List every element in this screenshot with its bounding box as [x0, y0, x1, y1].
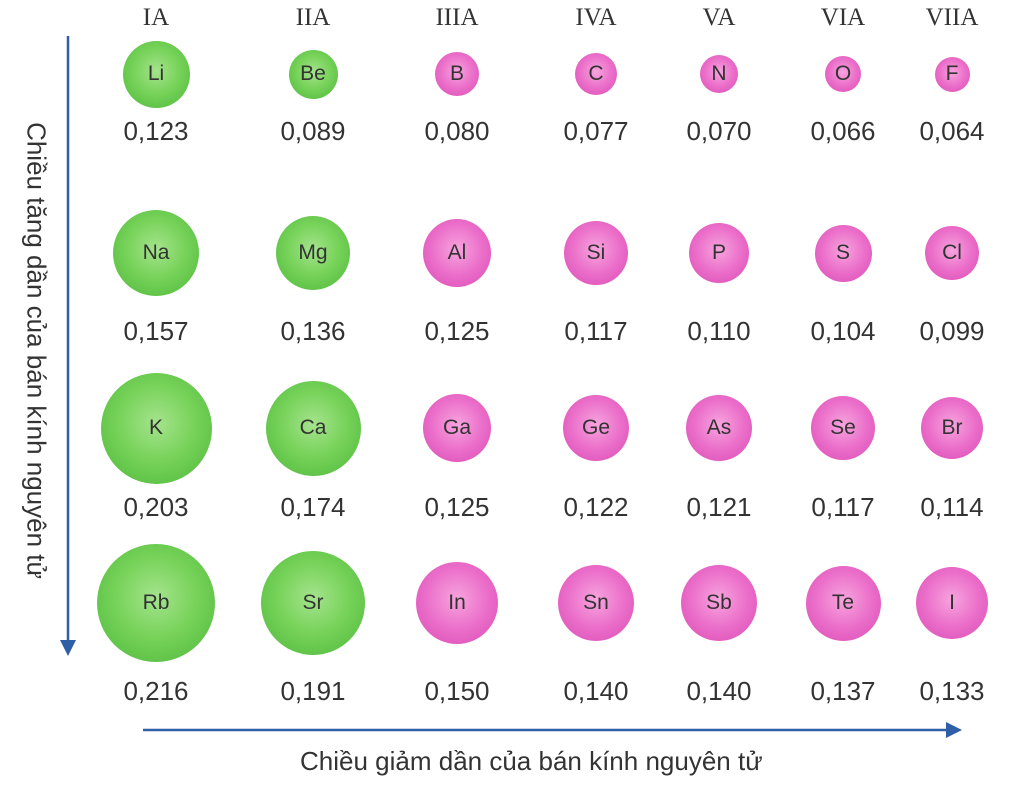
- radius-value-ca: 0,174: [280, 492, 346, 522]
- atom-c: C: [575, 53, 617, 95]
- atom-k: K: [100, 372, 212, 484]
- atom-cl: Cl: [925, 226, 979, 280]
- radius-value-rb: 0,216: [123, 676, 189, 706]
- atom-si: Si: [564, 221, 628, 285]
- atom-symbol: Sb: [706, 591, 732, 614]
- atom-symbol: Se: [830, 416, 856, 439]
- atom-symbol: Be: [300, 62, 326, 85]
- atom-symbol: C: [588, 62, 604, 85]
- radius-value-n: 0,070: [686, 116, 752, 146]
- group-header-iiia: IIIA: [435, 4, 479, 31]
- horizontal-axis-label: Chiều giảm dần của bán kính nguyên tử: [300, 746, 763, 776]
- atom-symbol: In: [448, 591, 466, 614]
- atom-symbol: B: [449, 62, 464, 85]
- radius-value-br: 0,114: [920, 492, 984, 522]
- group-header-va: VA: [702, 4, 736, 31]
- atom-n: N: [700, 55, 738, 93]
- atom-sb: Sb: [681, 565, 757, 641]
- radius-value-sb: 0,140: [686, 676, 752, 706]
- atom-symbol: Na: [142, 241, 170, 264]
- radius-value-al: 0,125: [424, 316, 490, 346]
- atom-symbol: Rb: [142, 591, 170, 614]
- atom-symbol: Ga: [442, 416, 471, 439]
- atom-symbol: F: [945, 62, 959, 85]
- atom-se: Se: [811, 396, 875, 460]
- atom-ga: Ga: [423, 394, 491, 462]
- atom-p: P: [689, 223, 749, 283]
- radius-value-i: 0,133: [919, 676, 985, 706]
- atom-symbol: N: [711, 62, 727, 85]
- radius-value-si: 0,117: [564, 316, 628, 346]
- atom-s: S: [814, 224, 872, 282]
- atom-symbol: S: [835, 241, 850, 264]
- atom-symbol: Li: [147, 62, 165, 85]
- atom-i: I: [916, 567, 988, 639]
- atom-symbol: I: [949, 591, 955, 614]
- atom-symbol: Si: [586, 241, 606, 264]
- radius-value-b: 0,080: [424, 116, 490, 146]
- atom-be: Be: [288, 49, 338, 99]
- radius-value-p: 0,110: [687, 316, 751, 346]
- radius-value-o: 0,066: [810, 116, 876, 146]
- atom-symbol: As: [706, 416, 732, 439]
- radius-value-ga: 0,125: [424, 492, 490, 522]
- atom-al: Al: [423, 219, 491, 287]
- atom-symbol: Te: [831, 591, 855, 614]
- atom-as: As: [686, 395, 752, 461]
- radius-value-te: 0,137: [810, 676, 876, 706]
- atom-b: B: [435, 52, 479, 96]
- vertical-arrowhead: [60, 640, 76, 656]
- radius-value-se: 0,117: [811, 492, 875, 522]
- atom-rb: Rb: [97, 544, 215, 662]
- atom-in: In: [416, 562, 498, 644]
- atom-symbol: Al: [447, 241, 467, 264]
- radius-value-c: 0,077: [563, 116, 629, 146]
- radius-value-na: 0,157: [123, 316, 189, 346]
- atom-br: Br: [921, 397, 983, 459]
- group-header-viia: VIIA: [925, 4, 979, 31]
- radius-value-sr: 0,191: [280, 676, 346, 706]
- radius-value-k: 0,203: [123, 492, 189, 522]
- radius-value-ge: 0,122: [563, 492, 629, 522]
- atom-te: Te: [805, 565, 881, 641]
- atom-o: O: [825, 56, 861, 92]
- atom-f: F: [934, 56, 970, 92]
- radius-value-f: 0,064: [919, 116, 985, 146]
- atom-symbol: P: [711, 241, 726, 264]
- atom-sn: Sn: [558, 565, 634, 641]
- atom-symbol: Br: [941, 416, 963, 439]
- horizontal-arrowhead: [946, 722, 962, 738]
- atom-symbol: Mg: [298, 241, 328, 264]
- radius-value-as: 0,121: [686, 492, 752, 522]
- atom-symbol: K: [148, 416, 163, 439]
- radius-value-s: 0,104: [810, 316, 876, 346]
- atom-mg: Mg: [276, 216, 350, 290]
- atom-symbol: O: [834, 62, 852, 85]
- radius-value-cl: 0,099: [919, 316, 985, 346]
- radius-value-in: 0,150: [424, 676, 490, 706]
- group-header-iva: IVA: [575, 4, 617, 31]
- group-header-iia: IIA: [295, 4, 331, 31]
- atom-sr: Sr: [261, 551, 365, 655]
- atom-symbol: Sr: [302, 591, 324, 614]
- radius-value-li: 0,123: [123, 116, 189, 146]
- atom-symbol: Ca: [299, 416, 327, 439]
- vertical-axis-label: Chiều tăng dần của bán kính nguyên tử: [21, 122, 52, 579]
- group-header-via: VIA: [820, 4, 866, 31]
- atom-ca: Ca: [265, 380, 361, 476]
- atom-li: Li: [122, 40, 190, 108]
- group-header-ia: IA: [142, 4, 170, 31]
- radius-value-sn: 0,140: [563, 676, 629, 706]
- radius-value-be: 0,089: [280, 116, 346, 146]
- atom-symbol: Cl: [942, 241, 962, 264]
- atom-symbol: Sn: [583, 591, 609, 614]
- radius-value-mg: 0,136: [280, 316, 346, 346]
- atom-na: Na: [113, 210, 199, 296]
- atom-symbol: Ge: [581, 416, 610, 439]
- atom-ge: Ge: [563, 395, 629, 461]
